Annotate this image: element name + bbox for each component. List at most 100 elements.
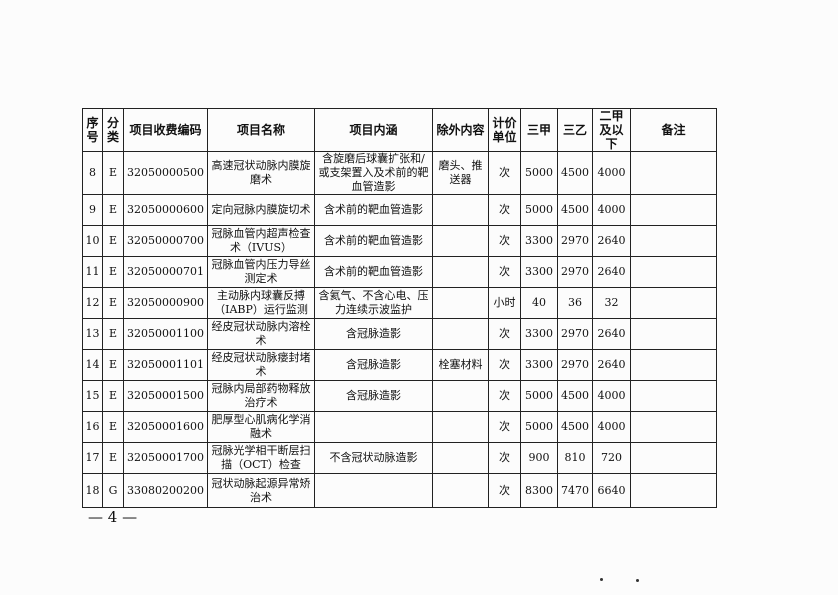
table-row: 17 E 32050001700 冠脉光学相干断层扫描（OCT）检查 不含冠状动脉造影 次…: [82, 442, 717, 474]
table-cell: 次: [488, 225, 521, 257]
table-cell: 4500: [557, 151, 593, 195]
column-header: 计价单位: [488, 108, 521, 152]
column-header: 二甲及以下: [592, 108, 631, 152]
scan-speck: [636, 579, 639, 582]
table-cell: 33080200200: [123, 473, 208, 508]
table-cell: 32050000700: [123, 225, 208, 257]
table-cell: 9: [82, 194, 103, 226]
column-header: 分类: [102, 108, 124, 152]
table-cell: 含术前的靶血管造影: [314, 256, 433, 288]
table-cell: E: [102, 411, 124, 443]
table-cell: 32050000500: [123, 151, 208, 195]
table-cell: 18: [82, 473, 103, 508]
table-cell: 定向冠脉内膜旋切术: [207, 194, 315, 226]
table-cell: E: [102, 287, 124, 319]
table-cell: 冠脉血管内超声检查术（IVUS）: [207, 225, 315, 257]
table-cell: [630, 256, 717, 288]
table-cell: [314, 473, 433, 508]
table-cell: 含氦气、不含心电、压力连续示波监护: [314, 287, 433, 319]
table-cell: 15: [82, 380, 103, 412]
table-cell: 冠脉内局部药物释放治疗术: [207, 380, 315, 412]
table-cell: 小时: [488, 287, 521, 319]
table-cell: 次: [488, 380, 521, 412]
table-cell: 40: [520, 287, 558, 319]
table-row: 9 E 32050000600 定向冠脉内膜旋切术 含术前的靶血管造影 次 5000 4500…: [82, 194, 717, 226]
table-row: 13 E 32050001100 经皮冠状动脉内溶栓术 含冠脉造影 次 3300 2970 26…: [82, 318, 717, 350]
table-cell: 次: [488, 473, 521, 508]
table-cell: 8: [82, 151, 103, 195]
table-cell: 4500: [557, 411, 593, 443]
column-header: 三乙: [557, 108, 593, 152]
table-cell: [432, 442, 489, 474]
table-cell: 900: [520, 442, 558, 474]
column-header: 除外内容: [432, 108, 489, 152]
table-cell: [630, 442, 717, 474]
table-cell: 5000: [520, 151, 558, 195]
table-cell: E: [102, 318, 124, 350]
table-cell: 17: [82, 442, 103, 474]
table-cell: [630, 318, 717, 350]
table-cell: 2970: [557, 225, 593, 257]
scan-speck: [600, 578, 603, 581]
table-cell: 4500: [557, 194, 593, 226]
table-cell: [432, 473, 489, 508]
table-cell: 32050001100: [123, 318, 208, 350]
table-cell: 2970: [557, 318, 593, 350]
table-cell: 7470: [557, 473, 593, 508]
table-cell: 经皮冠状动脉瘘封堵术: [207, 349, 315, 381]
table-cell: 含旋磨后球囊扩张和/或支架置入及术前的靶血管造影: [314, 151, 433, 195]
table-cell: 3300: [520, 256, 558, 288]
table-row: 14 E 32050001101 经皮冠状动脉瘘封堵术 含冠脉造影 栓塞材料次 3300 29…: [82, 349, 717, 381]
table-cell: 32: [592, 287, 631, 319]
table-cell: 含术前的靶血管造影: [314, 194, 433, 226]
table-cell: 次: [488, 194, 521, 226]
table-cell: 12: [82, 287, 103, 319]
table-cell: 4000: [592, 380, 631, 412]
table-cell: 次: [488, 349, 521, 381]
table-cell: 不含冠状动脉造影: [314, 442, 433, 474]
table-cell: 次: [488, 442, 521, 474]
table-cell: 13: [82, 318, 103, 350]
table-cell: 14: [82, 349, 103, 381]
table-cell: 10: [82, 225, 103, 257]
table-cell: 5000: [520, 380, 558, 412]
table-cell: 4000: [592, 411, 631, 443]
table-cell: [432, 194, 489, 226]
table-cell: 肥厚型心肌病化学消融术: [207, 411, 315, 443]
table-row: 16 E 32050001600 肥厚型心肌病化学消融术 次 5000 4500 4000: [82, 411, 717, 443]
table-cell: 高速冠状动脉内膜旋磨术: [207, 151, 315, 195]
table-cell: 32050001101: [123, 349, 208, 381]
table-cell: [314, 411, 433, 443]
table-cell: 32050000900: [123, 287, 208, 319]
column-header: 项目内涵: [314, 108, 433, 152]
table-cell: [630, 411, 717, 443]
table-cell: [630, 225, 717, 257]
table-cell: [432, 256, 489, 288]
table-cell: [432, 225, 489, 257]
table-cell: 含术前的靶血管造影: [314, 225, 433, 257]
table-cell: [630, 287, 717, 319]
table-cell: [630, 349, 717, 381]
table-cell: 冠脉光学相干断层扫描（OCT）检查: [207, 442, 315, 474]
table-cell: 3300: [520, 225, 558, 257]
table-cell: 5000: [520, 411, 558, 443]
table-cell: 含冠脉造影: [314, 380, 433, 412]
column-header: 项目收费编码: [123, 108, 208, 152]
table-cell: 2970: [557, 349, 593, 381]
table-row: 8 E 32050000500 高速冠状动脉内膜旋磨术 含旋磨后球囊扩张和/或支架置入及…: [82, 151, 717, 195]
table-cell: 磨头、推送器: [432, 151, 489, 195]
table-cell: [630, 151, 717, 195]
table-cell: 6640: [592, 473, 631, 508]
table-cell: 2640: [592, 349, 631, 381]
table-cell: 32050001500: [123, 380, 208, 412]
table-cell: E: [102, 442, 124, 474]
table-cell: 32050000701: [123, 256, 208, 288]
table-cell: E: [102, 349, 124, 381]
table-cell: 2970: [557, 256, 593, 288]
table-cell: 2640: [592, 318, 631, 350]
table-cell: [630, 473, 717, 508]
table-cell: 4500: [557, 380, 593, 412]
table-cell: 次: [488, 411, 521, 443]
